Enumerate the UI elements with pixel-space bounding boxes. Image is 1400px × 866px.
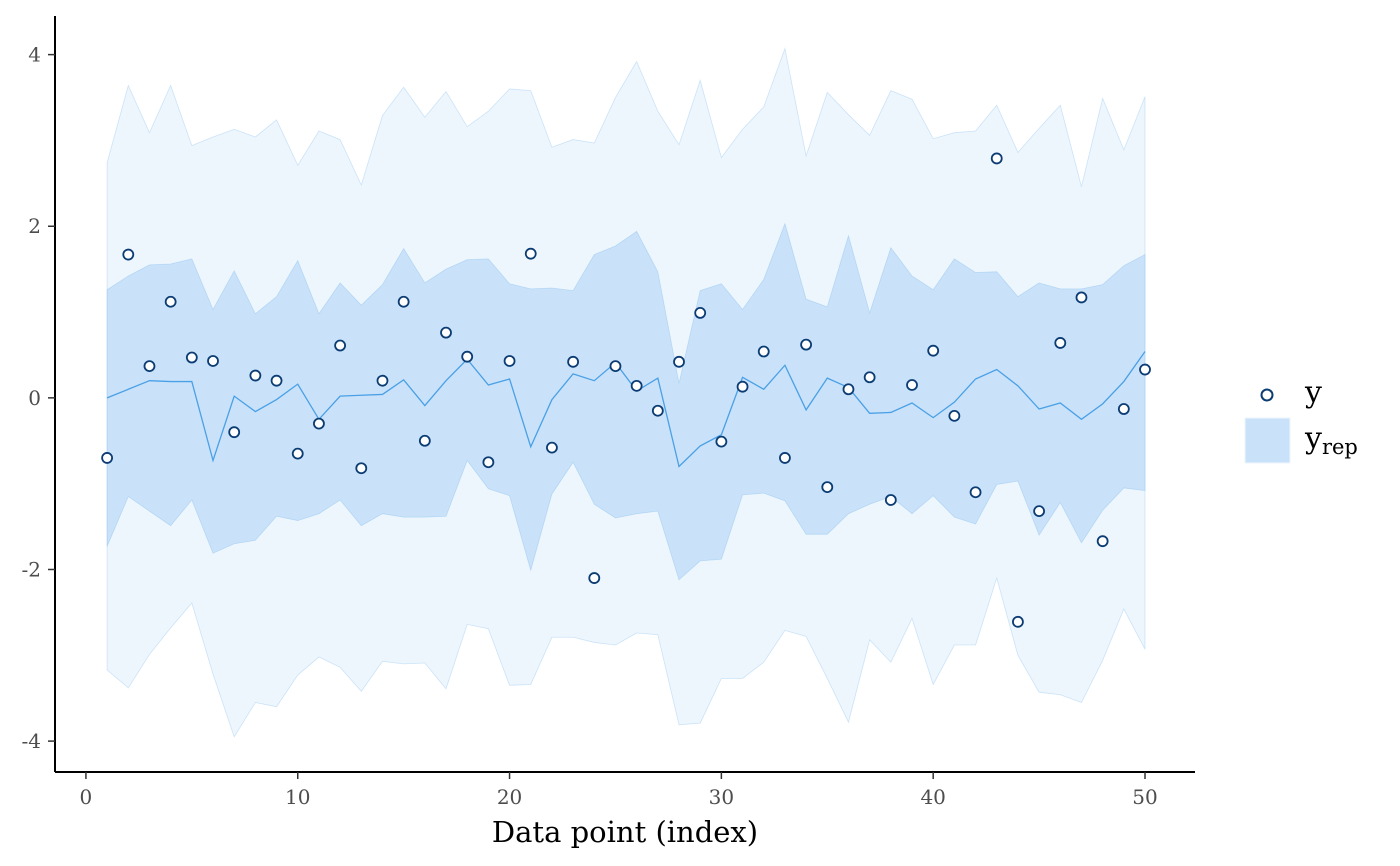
data-point bbox=[334, 339, 347, 352]
legend-label: y bbox=[1304, 375, 1322, 410]
data-point bbox=[122, 248, 135, 261]
data-point bbox=[609, 360, 622, 373]
data-point bbox=[821, 481, 834, 494]
data-point bbox=[1096, 535, 1109, 548]
legend: y yrep bbox=[1244, 375, 1358, 464]
data-point bbox=[736, 380, 749, 393]
x-axis-label: Data point (index) bbox=[492, 815, 758, 849]
data-point bbox=[461, 350, 474, 363]
data-point bbox=[779, 452, 791, 464]
data-point bbox=[1054, 337, 1067, 349]
data-point bbox=[927, 344, 940, 357]
legend-label-subscript: rep bbox=[1322, 435, 1358, 459]
x-tick-label: 20 bbox=[497, 785, 522, 809]
data-point bbox=[207, 355, 219, 367]
data-point bbox=[164, 295, 177, 308]
data-point bbox=[249, 369, 262, 382]
data-point bbox=[313, 417, 325, 430]
data-point bbox=[715, 435, 728, 448]
points bbox=[101, 152, 1151, 628]
data-point bbox=[228, 426, 241, 439]
data-point bbox=[588, 572, 601, 584]
legend-band bbox=[1244, 417, 1291, 464]
x-tick-label: 40 bbox=[920, 785, 945, 809]
data-point bbox=[948, 409, 961, 422]
data-point bbox=[630, 379, 643, 392]
y-tick-label: -4 bbox=[22, 729, 41, 753]
data-point bbox=[906, 379, 918, 391]
data-point bbox=[1033, 505, 1046, 518]
data-point bbox=[673, 355, 685, 368]
data-point bbox=[440, 326, 452, 339]
data-point bbox=[270, 374, 283, 387]
median-line bbox=[106, 351, 1146, 468]
y-tick-label: -2 bbox=[22, 557, 41, 581]
data-point bbox=[969, 486, 982, 499]
data-point bbox=[355, 462, 368, 475]
y-tick-label: 2 bbox=[28, 214, 41, 238]
data-point bbox=[418, 434, 431, 447]
x-tick-label: 30 bbox=[709, 785, 734, 809]
data-point bbox=[546, 441, 558, 454]
data-point bbox=[884, 494, 897, 506]
data-point bbox=[800, 338, 813, 351]
x-tick-label: 0 bbox=[80, 785, 93, 809]
data-point bbox=[651, 404, 664, 417]
data-point bbox=[1075, 291, 1088, 304]
bands bbox=[106, 47, 1146, 738]
data-point bbox=[863, 371, 876, 384]
y-tick-label: 0 bbox=[28, 386, 41, 410]
data-point bbox=[1012, 615, 1024, 628]
data-point bbox=[524, 247, 537, 260]
inner-band bbox=[106, 222, 1146, 581]
data-point bbox=[694, 307, 707, 319]
legend-label-base: y bbox=[1304, 421, 1322, 456]
data-point bbox=[376, 374, 389, 387]
x-tick-label: 50 bbox=[1132, 785, 1157, 809]
data-point bbox=[143, 360, 156, 373]
data-point bbox=[397, 295, 410, 308]
data-point bbox=[185, 351, 198, 364]
data-point bbox=[567, 355, 580, 368]
legend-label: yrep bbox=[1304, 421, 1358, 459]
data-point bbox=[1117, 403, 1130, 415]
data-point bbox=[757, 345, 770, 358]
data-point bbox=[503, 355, 516, 367]
x-tick-label: 10 bbox=[285, 785, 310, 809]
data-point bbox=[101, 452, 114, 464]
y-tick-label: 4 bbox=[28, 43, 41, 67]
data-point bbox=[291, 447, 304, 460]
data-point bbox=[842, 383, 855, 396]
data-point bbox=[482, 456, 495, 469]
legend-point bbox=[1260, 388, 1274, 402]
data-point bbox=[1139, 363, 1151, 376]
data-point bbox=[990, 152, 1003, 165]
